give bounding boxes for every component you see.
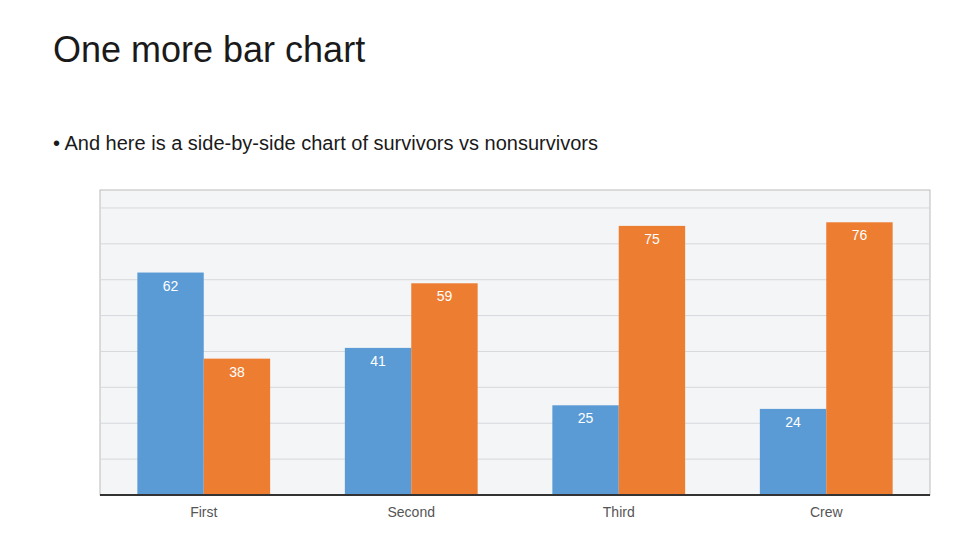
x-tick-label: Third [603,504,635,520]
bar [552,405,618,495]
grid-line [100,351,930,352]
grid-line [100,243,930,244]
data-label: 75 [644,231,660,247]
chart: One more bar chart • And here is a side-b… [0,0,960,540]
grid-line [100,315,930,316]
data-label: 59 [437,288,453,304]
grid-line [100,495,930,496]
data-label: 25 [578,410,594,426]
data-labels: 62 41 25 24 38 59 75 76 [163,227,868,430]
title: One more bar chart [53,29,365,70]
data-label: 24 [785,414,801,430]
bar [345,348,411,495]
data-label: 76 [852,227,868,243]
x-tick-label: First [190,504,217,520]
plot-frame [100,190,930,495]
bars [137,222,892,495]
data-label: 38 [229,364,245,380]
x-tick-label: Crew [810,504,844,520]
grid-line [100,207,930,208]
bar [204,359,270,495]
bar [826,222,892,495]
bar [619,226,685,495]
data-label: 62 [163,278,179,294]
bar [411,283,477,495]
bar [760,409,826,495]
x-tick-label: Second [388,504,435,520]
data-label: 41 [370,353,386,369]
subtitle: • And here is a side-by-side chart of su… [53,132,598,154]
bar [137,273,203,495]
x-axis-line [100,494,930,496]
grid-line [100,279,930,280]
